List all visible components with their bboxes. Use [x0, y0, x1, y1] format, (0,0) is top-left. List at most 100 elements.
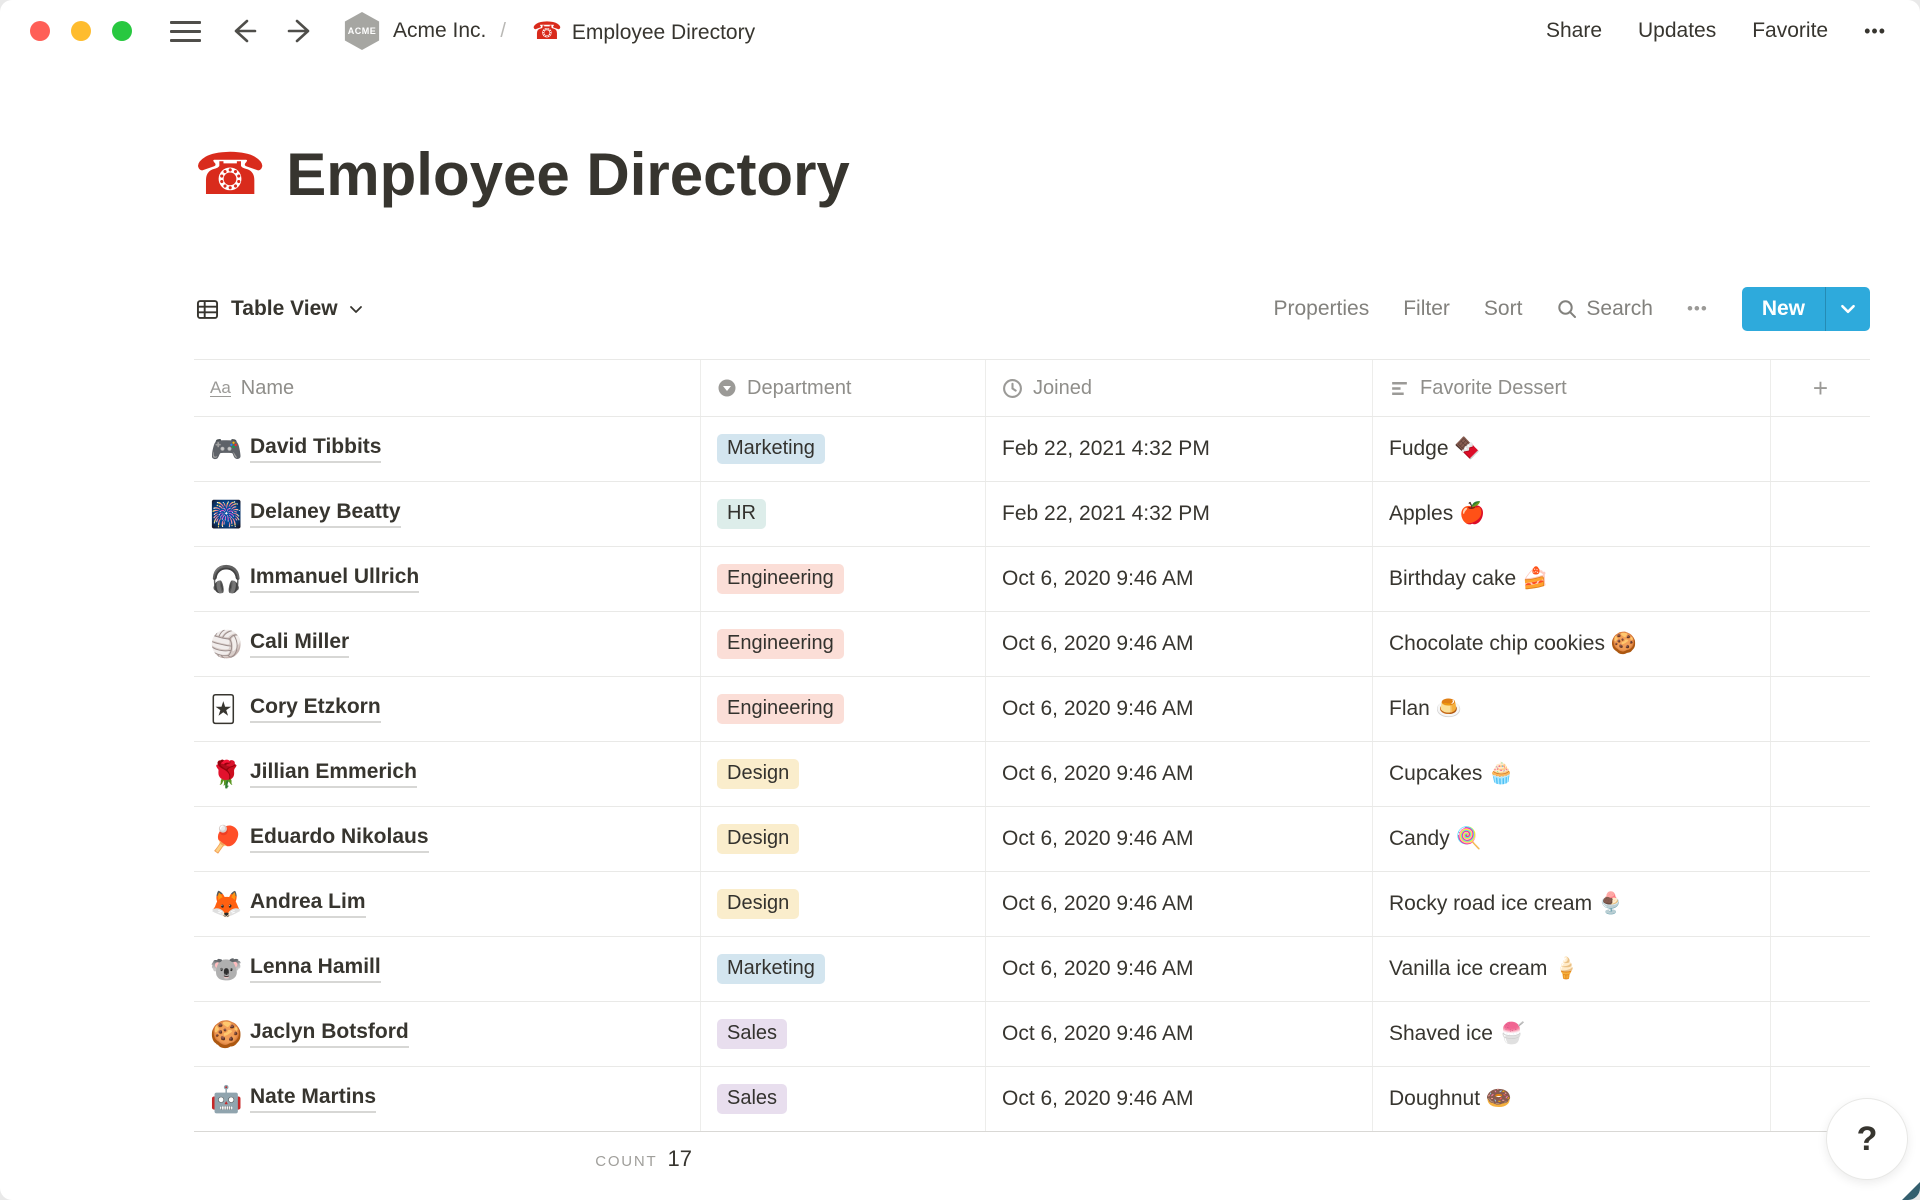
share-button[interactable]: Share [1545, 19, 1603, 42]
department-cell[interactable]: Sales [700, 1067, 985, 1131]
breadcrumb-page[interactable]: ☎ Employee Directory [531, 17, 756, 45]
department-tag[interactable]: Sales [717, 1019, 788, 1049]
table-row[interactable]: 🏓 Eduardo Nikolaus Design Oct 6, 2020 9:… [194, 807, 1870, 872]
dessert-cell[interactable]: Fudge 🍫 [1372, 417, 1770, 481]
column-header-joined[interactable]: Joined [985, 360, 1372, 416]
employee-name-link[interactable]: Nate Martins [250, 1085, 377, 1113]
department-cell[interactable]: Sales [700, 1002, 985, 1066]
column-header-department[interactable]: Department [700, 360, 985, 416]
employee-name-link[interactable]: Delaney Beatty [250, 500, 401, 528]
joined-cell[interactable]: Oct 6, 2020 9:46 AM [985, 677, 1372, 741]
name-cell[interactable]: 🎮 David Tibbits [194, 417, 700, 481]
dessert-cell[interactable]: Vanilla ice cream 🍦 [1372, 937, 1770, 1001]
employee-name-link[interactable]: David Tibbits [250, 435, 382, 463]
department-tag[interactable]: Marketing [717, 434, 825, 464]
department-cell[interactable]: Marketing [700, 937, 985, 1001]
help-button[interactable]: ? [1826, 1098, 1908, 1180]
department-cell[interactable]: Engineering [700, 677, 985, 741]
new-button[interactable]: New [1761, 297, 1805, 320]
dessert-cell[interactable]: Apples 🍎 [1372, 482, 1770, 546]
dessert-cell[interactable]: Candy 🍭 [1372, 807, 1770, 871]
department-cell[interactable]: HR [700, 482, 985, 546]
table-row[interactable]: 🃏 Cory Etzkorn Engineering Oct 6, 2020 9… [194, 677, 1870, 742]
name-cell[interactable]: 🏓 Eduardo Nikolaus [194, 807, 700, 871]
dessert-cell[interactable]: Doughnut 🍩 [1372, 1067, 1770, 1131]
joined-cell[interactable]: Oct 6, 2020 9:46 AM [985, 1002, 1372, 1066]
joined-cell[interactable]: Oct 6, 2020 9:46 AM [985, 1067, 1372, 1131]
department-cell[interactable]: Engineering [700, 547, 985, 611]
sidebar-menu-icon[interactable] [170, 20, 201, 42]
employee-name-link[interactable]: Immanuel Ullrich [250, 565, 420, 593]
new-dropdown-button[interactable] [1826, 287, 1870, 331]
table-row[interactable]: 🐨 Lenna Hamill Marketing Oct 6, 2020 9:4… [194, 937, 1870, 1002]
dessert-cell[interactable]: Shaved ice 🍧 [1372, 1002, 1770, 1066]
department-cell[interactable]: Design [700, 742, 985, 806]
dessert-cell[interactable]: Birthday cake 🍰 [1372, 547, 1770, 611]
employee-name-link[interactable]: Lenna Hamill [250, 955, 381, 983]
forward-button[interactable] [285, 15, 317, 47]
joined-cell[interactable]: Feb 22, 2021 4:32 PM [985, 482, 1372, 546]
employee-name-link[interactable]: Jillian Emmerich [250, 760, 417, 788]
name-cell[interactable]: 🤖 Nate Martins [194, 1067, 700, 1131]
search-button[interactable]: Search [1556, 297, 1653, 321]
department-tag[interactable]: Design [717, 889, 800, 919]
table-row[interactable]: 🤖 Nate Martins Sales Oct 6, 2020 9:46 AM… [194, 1067, 1870, 1132]
department-cell[interactable]: Design [700, 872, 985, 936]
breadcrumb-workspace[interactable]: Acme Inc. [393, 19, 487, 42]
favorite-button[interactable]: Favorite [1752, 19, 1829, 42]
close-window-button[interactable] [30, 21, 50, 41]
department-tag[interactable]: HR [717, 499, 766, 529]
properties-button[interactable]: Properties [1273, 297, 1370, 320]
view-options-icon[interactable]: ••• [1686, 299, 1708, 318]
department-tag[interactable]: Engineering [717, 694, 844, 724]
table-row[interactable]: 🏐 Cali Miller Engineering Oct 6, 2020 9:… [194, 612, 1870, 677]
joined-cell[interactable]: Oct 6, 2020 9:46 AM [985, 547, 1372, 611]
department-tag[interactable]: Engineering [717, 629, 844, 659]
table-calculation[interactable]: COUNT 17 [194, 1146, 700, 1186]
joined-cell[interactable]: Oct 6, 2020 9:46 AM [985, 872, 1372, 936]
joined-cell[interactable]: Oct 6, 2020 9:46 AM [985, 742, 1372, 806]
dessert-cell[interactable]: Cupcakes 🧁 [1372, 742, 1770, 806]
joined-cell[interactable]: Oct 6, 2020 9:46 AM [985, 612, 1372, 676]
table-row[interactable]: 🎮 David Tibbits Marketing Feb 22, 2021 4… [194, 417, 1870, 482]
table-row[interactable]: 🎧 Immanuel Ullrich Engineering Oct 6, 20… [194, 547, 1870, 612]
add-column-button[interactable]: + [1770, 360, 1870, 416]
back-button[interactable] [227, 15, 259, 47]
name-cell[interactable]: 🐨 Lenna Hamill [194, 937, 700, 1001]
name-cell[interactable]: 🦊 Andrea Lim [194, 872, 700, 936]
employee-name-link[interactable]: Andrea Lim [250, 890, 366, 918]
department-tag[interactable]: Engineering [717, 564, 844, 594]
name-cell[interactable]: 🎆 Delaney Beatty [194, 482, 700, 546]
joined-cell[interactable]: Oct 6, 2020 9:46 AM [985, 807, 1372, 871]
zoom-window-button[interactable] [112, 21, 132, 41]
updates-button[interactable]: Updates [1638, 19, 1717, 42]
employee-name-link[interactable]: Eduardo Nikolaus [250, 825, 429, 853]
employee-name-link[interactable]: Cali Miller [250, 630, 350, 658]
more-options-icon[interactable]: ••• [1864, 20, 1886, 41]
column-header-name[interactable]: Aa Name [210, 376, 295, 399]
table-row[interactable]: 🍪 Jaclyn Botsford Sales Oct 6, 2020 9:46… [194, 1002, 1870, 1067]
column-header-favorite-dessert[interactable]: Favorite Dessert [1372, 360, 1770, 416]
employee-name-link[interactable]: Cory Etzkorn [250, 695, 381, 723]
minimize-window-button[interactable] [71, 21, 91, 41]
joined-cell[interactable]: Feb 22, 2021 4:32 PM [985, 417, 1372, 481]
name-cell[interactable]: 🏐 Cali Miller [194, 612, 700, 676]
department-tag[interactable]: Marketing [717, 954, 825, 984]
table-row[interactable]: 🎆 Delaney Beatty HR Feb 22, 2021 4:32 PM… [194, 482, 1870, 547]
department-cell[interactable]: Design [700, 807, 985, 871]
name-cell[interactable]: 🎧 Immanuel Ullrich [194, 547, 700, 611]
dessert-cell[interactable]: Chocolate chip cookies 🍪 [1372, 612, 1770, 676]
department-tag[interactable]: Design [717, 824, 800, 854]
dessert-cell[interactable]: Flan 🍮 [1372, 677, 1770, 741]
name-cell[interactable]: 🃏 Cory Etzkorn [194, 677, 700, 741]
department-cell[interactable]: Marketing [700, 417, 985, 481]
employee-name-link[interactable]: Jaclyn Botsford [250, 1020, 409, 1048]
department-cell[interactable]: Engineering [700, 612, 985, 676]
table-row[interactable]: 🌹 Jillian Emmerich Design Oct 6, 2020 9:… [194, 742, 1870, 807]
dessert-cell[interactable]: Rocky road ice cream 🍨 [1372, 872, 1770, 936]
joined-cell[interactable]: Oct 6, 2020 9:46 AM [985, 937, 1372, 1001]
table-row[interactable]: 🦊 Andrea Lim Design Oct 6, 2020 9:46 AM … [194, 872, 1870, 937]
department-tag[interactable]: Design [717, 759, 800, 789]
department-tag[interactable]: Sales [717, 1084, 788, 1114]
name-cell[interactable]: 🍪 Jaclyn Botsford [194, 1002, 700, 1066]
